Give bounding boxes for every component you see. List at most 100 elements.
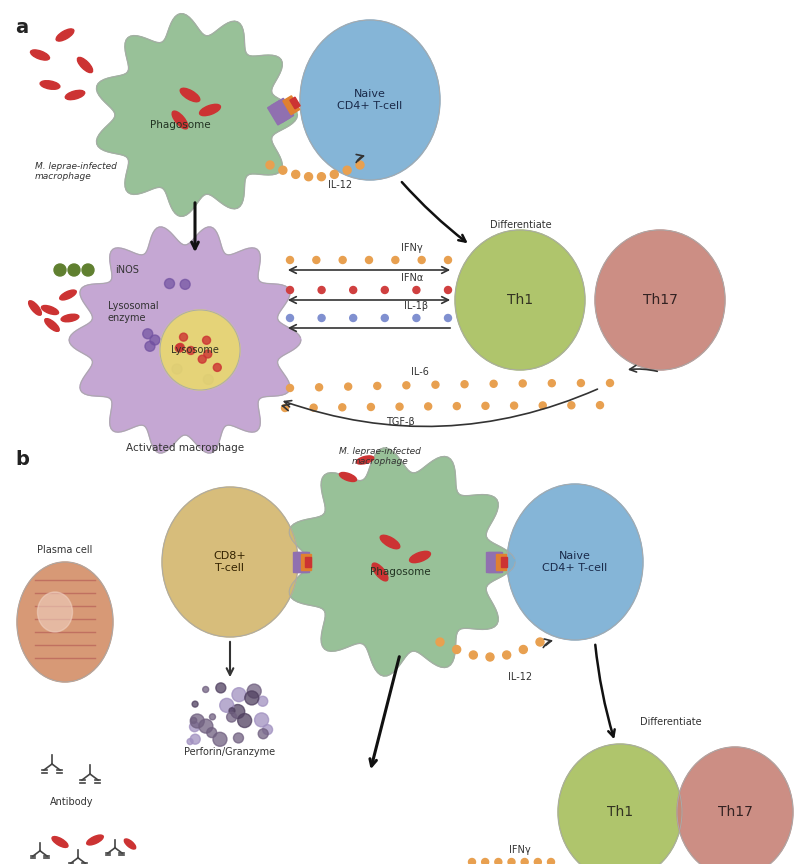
Ellipse shape bbox=[45, 319, 59, 332]
Ellipse shape bbox=[52, 836, 68, 848]
Text: Th1: Th1 bbox=[607, 805, 633, 819]
Circle shape bbox=[469, 859, 476, 864]
Ellipse shape bbox=[507, 484, 643, 640]
Text: IL-12: IL-12 bbox=[508, 672, 532, 682]
Circle shape bbox=[190, 734, 200, 744]
FancyBboxPatch shape bbox=[501, 557, 507, 567]
Text: Naive
CD4+ T-cell: Naive CD4+ T-cell bbox=[543, 551, 607, 573]
Text: M. leprae-infected
macrophage: M. leprae-infected macrophage bbox=[339, 447, 421, 467]
Ellipse shape bbox=[40, 80, 60, 89]
Circle shape bbox=[164, 278, 175, 289]
Ellipse shape bbox=[180, 88, 200, 102]
Ellipse shape bbox=[60, 290, 77, 300]
Text: Differentiate: Differentiate bbox=[640, 717, 701, 727]
Circle shape bbox=[266, 161, 274, 169]
Circle shape bbox=[254, 713, 269, 727]
Ellipse shape bbox=[77, 57, 92, 73]
FancyBboxPatch shape bbox=[496, 554, 506, 570]
Circle shape bbox=[453, 403, 461, 410]
Circle shape bbox=[596, 402, 603, 409]
Circle shape bbox=[286, 314, 293, 321]
Circle shape bbox=[257, 696, 268, 706]
Circle shape bbox=[160, 310, 240, 390]
Text: a: a bbox=[15, 18, 28, 37]
Circle shape bbox=[247, 684, 261, 698]
Circle shape bbox=[413, 287, 420, 294]
Text: Differentiate: Differentiate bbox=[490, 220, 552, 230]
Circle shape bbox=[213, 733, 227, 746]
Circle shape bbox=[418, 257, 425, 264]
Circle shape bbox=[199, 719, 213, 734]
FancyBboxPatch shape bbox=[300, 554, 311, 570]
Polygon shape bbox=[69, 227, 301, 453]
Circle shape bbox=[350, 287, 357, 294]
Circle shape bbox=[318, 287, 325, 294]
Ellipse shape bbox=[65, 91, 84, 99]
Circle shape bbox=[234, 733, 243, 743]
Text: Phagosome: Phagosome bbox=[370, 567, 430, 577]
Text: Lysosomal
enzyme: Lysosomal enzyme bbox=[108, 302, 159, 323]
Circle shape bbox=[536, 638, 544, 646]
Circle shape bbox=[226, 712, 237, 722]
Circle shape bbox=[316, 384, 323, 391]
Circle shape bbox=[175, 344, 183, 353]
Circle shape bbox=[232, 688, 246, 702]
Circle shape bbox=[495, 859, 502, 864]
Circle shape bbox=[344, 383, 351, 390]
Text: Th17: Th17 bbox=[717, 805, 752, 819]
Circle shape bbox=[482, 403, 489, 410]
Text: IL-12: IL-12 bbox=[328, 180, 352, 190]
Ellipse shape bbox=[37, 592, 73, 632]
Circle shape bbox=[486, 653, 494, 661]
Circle shape bbox=[356, 161, 364, 169]
Circle shape bbox=[204, 350, 212, 358]
Text: Phagosome: Phagosome bbox=[150, 120, 210, 130]
Text: iNOS: iNOS bbox=[115, 265, 139, 275]
Ellipse shape bbox=[340, 473, 356, 481]
Circle shape bbox=[318, 314, 325, 321]
Ellipse shape bbox=[30, 50, 49, 60]
Text: IFNγ: IFNγ bbox=[509, 845, 531, 855]
Text: b: b bbox=[15, 450, 29, 469]
Polygon shape bbox=[96, 14, 297, 216]
FancyBboxPatch shape bbox=[304, 557, 311, 567]
Ellipse shape bbox=[410, 551, 430, 562]
Circle shape bbox=[229, 708, 235, 714]
Circle shape bbox=[180, 279, 190, 289]
Circle shape bbox=[150, 335, 160, 345]
Circle shape bbox=[214, 364, 222, 372]
Circle shape bbox=[68, 264, 80, 276]
Ellipse shape bbox=[17, 562, 113, 682]
Circle shape bbox=[192, 701, 198, 707]
Circle shape bbox=[216, 683, 226, 693]
Text: Perforin/Granzyme: Perforin/Granzyme bbox=[184, 747, 276, 757]
Circle shape bbox=[367, 403, 375, 410]
Circle shape bbox=[317, 173, 325, 181]
Circle shape bbox=[568, 402, 575, 409]
Circle shape bbox=[258, 728, 269, 739]
Circle shape bbox=[245, 691, 259, 705]
Circle shape bbox=[445, 314, 451, 321]
Text: Lipid droplets: Lipid droplets bbox=[0, 863, 1, 864]
Circle shape bbox=[179, 334, 187, 341]
Circle shape bbox=[286, 287, 293, 294]
Circle shape bbox=[548, 859, 555, 864]
Circle shape bbox=[461, 381, 468, 388]
Circle shape bbox=[176, 343, 184, 352]
Circle shape bbox=[469, 651, 477, 659]
Text: Activated macrophage: Activated macrophage bbox=[126, 443, 244, 453]
Circle shape bbox=[374, 383, 381, 390]
Ellipse shape bbox=[41, 306, 58, 314]
Circle shape bbox=[607, 379, 614, 386]
Text: IL-6: IL-6 bbox=[411, 367, 429, 377]
Text: TGF-β: TGF-β bbox=[386, 417, 414, 427]
Circle shape bbox=[577, 379, 584, 386]
Circle shape bbox=[340, 257, 346, 264]
Circle shape bbox=[220, 698, 234, 712]
Circle shape bbox=[436, 638, 444, 646]
Circle shape bbox=[190, 717, 197, 723]
Circle shape bbox=[281, 404, 289, 411]
Circle shape bbox=[330, 170, 338, 178]
Circle shape bbox=[503, 651, 511, 659]
Circle shape bbox=[279, 166, 287, 175]
